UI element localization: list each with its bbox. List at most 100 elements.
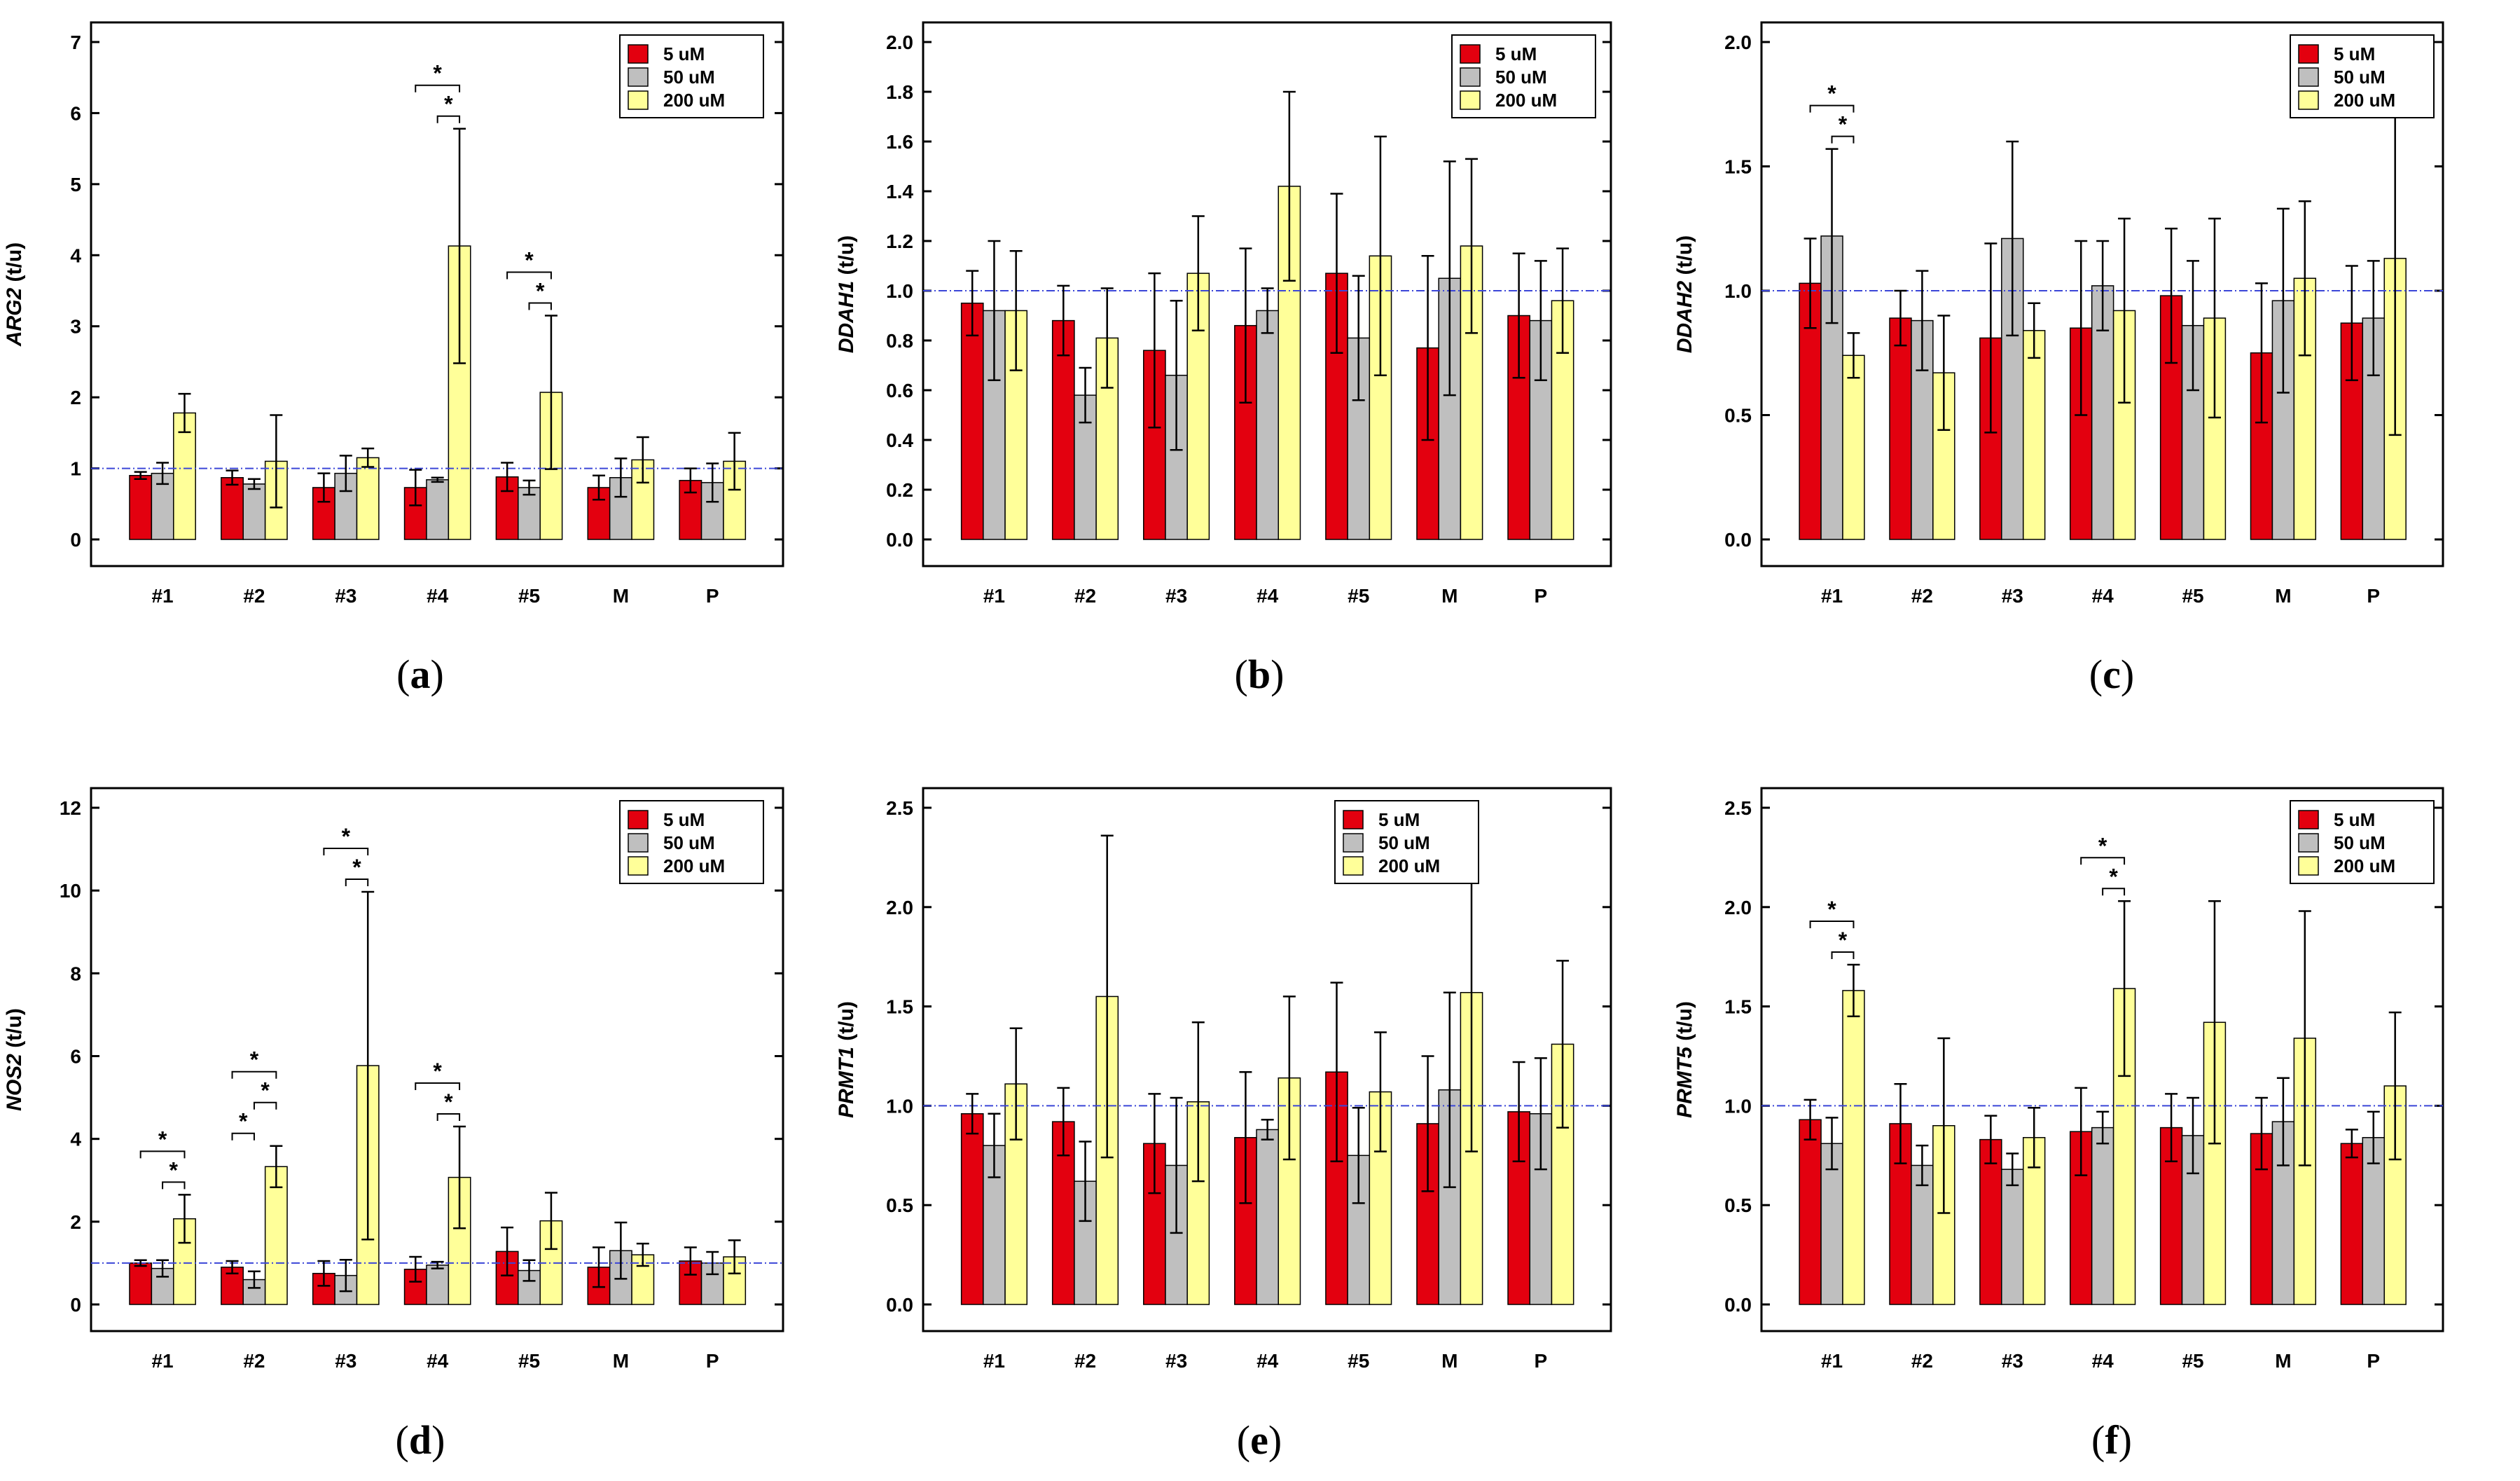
plot-frame xyxy=(922,787,1612,1332)
significance-bracket xyxy=(162,1181,186,1190)
x-tick-label: #3 xyxy=(335,1350,356,1372)
bar-M-50 uM xyxy=(1438,277,1462,540)
y-tick-label: 12 xyxy=(60,797,81,819)
bar-#1-5 uM xyxy=(129,474,153,540)
y-tick-label: 1.0 xyxy=(886,280,913,302)
bar-#3-200 uM xyxy=(356,457,380,540)
y-tick-label: 2 xyxy=(70,387,81,408)
y-axis-unit: (t/u) xyxy=(3,242,26,288)
caption-letter: e xyxy=(1250,1417,1268,1463)
x-tick-label: #2 xyxy=(243,585,265,607)
bar-#2-5 uM xyxy=(1889,317,1912,540)
significance-bracket xyxy=(415,84,461,92)
x-tick-label: #5 xyxy=(2182,1350,2203,1372)
caption-close: ) xyxy=(431,652,444,697)
bar-#3-5 uM xyxy=(1979,1138,2002,1305)
x-tick-label: M xyxy=(2275,1350,2291,1372)
significance-star: * xyxy=(250,1047,259,1073)
x-tick-label: #3 xyxy=(2002,1350,2023,1372)
y-tick-label: 2.0 xyxy=(1724,897,1752,918)
caption-close: ) xyxy=(431,1417,445,1463)
significance-star: * xyxy=(1827,897,1836,922)
bar-#1-5 uM xyxy=(960,1113,984,1305)
bar-#1-5 uM xyxy=(1799,1119,1822,1305)
significance-star: * xyxy=(525,248,534,273)
legend-swatch xyxy=(2298,810,2319,829)
bar-P-5 uM xyxy=(679,480,702,540)
chart-panel-6: 0.0 0.5 1.0 1.5 2.0 2.5 PRMT5 (t/u) #1 #2 #3 #4 #5 M… xyxy=(1673,787,2444,1463)
y-axis-label: PRMT5 (t/u) xyxy=(1673,1001,1696,1118)
x-tick-label: #2 xyxy=(243,1350,265,1372)
chart-panel-5: 0.0 0.5 1.0 1.5 2.0 2.5 PRMT1 (t/u) #1 #2 #3 #4 #5 M… xyxy=(835,787,1612,1463)
significance-star: * xyxy=(261,1078,270,1103)
legend-swatch xyxy=(1460,44,1481,64)
x-tick-label: P xyxy=(2367,585,2380,607)
significance-bracket xyxy=(436,1113,461,1121)
y-tick-label: 0.2 xyxy=(886,479,913,501)
y-axis-unit: (t/u) xyxy=(835,1001,858,1047)
legend-label: 50 uM xyxy=(2334,67,2386,88)
bar-#3-200 uM xyxy=(1186,1101,1210,1305)
legend-swatch xyxy=(2298,90,2319,110)
significance-bracket xyxy=(415,1082,461,1090)
y-tick-label: 2.5 xyxy=(1724,797,1752,819)
plot-frame xyxy=(90,787,784,1332)
bar-#4-200 uM xyxy=(448,245,471,540)
y-axis-gene: DDAH2 xyxy=(1673,281,1696,354)
legend-label: 50 uM xyxy=(1378,832,1430,853)
caption-close: ) xyxy=(2119,1417,2132,1463)
legend-label: 50 uM xyxy=(1495,67,1547,88)
caption-close: ) xyxy=(1268,1417,1282,1463)
x-tick-label: #1 xyxy=(151,585,173,607)
significance-bracket xyxy=(231,1132,255,1141)
y-tick-label: 0.0 xyxy=(886,1294,913,1316)
caption-letter: a xyxy=(410,652,431,697)
y-axis-unit: (t/u) xyxy=(3,1008,26,1054)
x-tick-label: #5 xyxy=(518,585,540,607)
y-axis-unit: (t/u) xyxy=(1673,1001,1696,1047)
significance-bracket xyxy=(231,1070,277,1079)
y-tick-label: 1.5 xyxy=(886,996,913,1018)
panel-caption: (f) xyxy=(2091,1417,2132,1463)
legend-label: 50 uM xyxy=(2334,832,2386,853)
x-tick-label: #3 xyxy=(1165,585,1187,607)
y-tick-label: 1 xyxy=(70,458,81,480)
x-tick-label: #4 xyxy=(2092,585,2114,607)
y-tick-label: 0 xyxy=(70,1294,81,1316)
y-tick-label: 3 xyxy=(70,316,81,338)
significance-star: * xyxy=(342,824,351,849)
y-tick-label: 1.6 xyxy=(886,131,913,153)
chart-panel-2: 0.0 0.2 0.4 0.6 0.8 1.0 1.2 1.4 1.6 1.8 2.0 DDAH1 (… xyxy=(835,21,1612,697)
y-tick-label: 0 xyxy=(70,529,81,551)
chart-panel-3: 0.0 0.5 1.0 1.5 2.0 DDAH2 (t/u) #1 #2 #3 #4 #5 M P **… xyxy=(1673,21,2444,697)
panel-caption: (e) xyxy=(1237,1417,1282,1463)
bar-#2-200 uM xyxy=(264,1166,288,1305)
significance-star: * xyxy=(239,1109,248,1134)
bar-#1-200 uM xyxy=(173,412,196,540)
x-tick-label: #4 xyxy=(427,1350,449,1372)
significance-bracket xyxy=(2102,888,2126,896)
legend-swatch xyxy=(628,856,649,876)
legend-label: 5 uM xyxy=(1378,809,1420,830)
x-tick-label: #2 xyxy=(1911,1350,1933,1372)
y-tick-label: 4 xyxy=(70,1129,81,1150)
x-tick-label: #5 xyxy=(518,1350,540,1372)
significance-star: * xyxy=(2098,833,2107,858)
legend-label: 5 uM xyxy=(2334,43,2375,64)
legend-label: 50 uM xyxy=(663,67,715,88)
x-tick-label: #2 xyxy=(1911,585,1933,607)
bar-#2-50 uM xyxy=(242,483,266,540)
caption-open: ( xyxy=(396,652,410,697)
legend-swatch xyxy=(628,833,649,853)
legend-label: 200 uM xyxy=(663,90,725,111)
x-tick-label: M xyxy=(613,1350,629,1372)
x-tick-label: M xyxy=(1441,585,1458,607)
legend-swatch xyxy=(1343,833,1364,853)
x-tick-label: #1 xyxy=(151,1350,173,1372)
x-tick-label: P xyxy=(1535,1350,1548,1372)
y-axis-unit: (t/u) xyxy=(835,235,858,281)
caption-open: ( xyxy=(2091,1417,2105,1463)
legend-label: 200 uM xyxy=(1495,90,1557,111)
